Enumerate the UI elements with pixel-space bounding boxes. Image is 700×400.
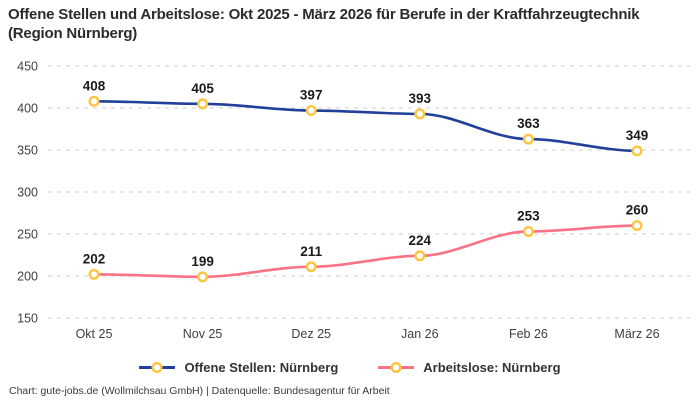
data-point-label: 211 [300,244,322,259]
data-point-marker [522,133,534,145]
data-point-marker [631,220,643,232]
data-point-label: 224 [409,233,432,248]
x-tick-label: Jan 26 [401,327,439,341]
y-tick-label: 400 [17,102,38,116]
legend-item: Arbeitslose: Nürnberg [378,360,561,375]
series-line [92,99,639,153]
data-point-label: 397 [300,88,323,103]
data-point-marker [197,98,209,110]
line-chart: 450 400 350 300 250 200 150 Okt 25 Nov 25 Dez 25 J… [17,60,690,341]
chart-title: Offene Stellen und Arbeitslose: Okt 2025… [8,6,640,42]
data-point-label: 349 [626,128,649,143]
y-tick-label: 350 [17,144,38,158]
data-point-marker [414,250,426,262]
x-tick-label: März 26 [614,327,659,341]
data-point-label: 260 [626,203,649,218]
y-tick-label: 200 [17,270,38,284]
data-point-marker [631,145,643,157]
series-line [92,224,639,279]
legend-marker-icon [378,361,415,374]
data-point-marker [197,271,209,283]
x-tick-label: Nov 25 [183,327,223,341]
x-tick-label: Dez 25 [291,327,331,341]
data-point-marker [414,108,426,120]
y-tick-label: 150 [17,312,38,326]
legend-label: Arbeitslose: Nürnberg [423,360,561,375]
data-point-label: 393 [409,91,432,106]
data-point-label: 363 [517,116,540,131]
data-point-marker [305,261,317,273]
data-point-label: 408 [83,78,106,93]
data-point-label: 202 [83,251,106,266]
x-tick-label: Okt 25 [76,327,113,341]
data-point-label: 405 [191,81,214,96]
chart-legend: Offene Stellen: Nürnberg Arbeitslose: Nür… [0,360,700,375]
legend-label: Offene Stellen: Nürnberg [184,360,339,375]
data-point-label: 253 [517,208,540,223]
legend-marker-icon [139,361,176,374]
chart-source-note: Chart: gute-jobs.de (Wollmilchsau GmbH) … [9,385,390,397]
x-tick-label: Feb 26 [509,327,548,341]
y-tick-label: 250 [17,228,38,242]
data-point-marker [88,95,100,107]
data-point-marker [88,268,100,280]
data-point-label: 199 [191,254,214,269]
data-point-marker [522,225,534,237]
data-point-marker [305,105,317,117]
y-tick-label: 450 [17,60,38,74]
legend-item: Offene Stellen: Nürnberg [139,360,338,375]
y-tick-label: 300 [17,186,38,200]
